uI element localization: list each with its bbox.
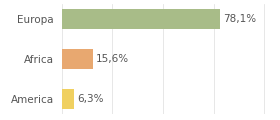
Bar [62, 89, 74, 109]
Text: 6,3%: 6,3% [77, 94, 104, 104]
Bar [62, 9, 220, 29]
Text: 15,6%: 15,6% [96, 54, 129, 64]
Bar [62, 49, 93, 69]
Text: 78,1%: 78,1% [223, 14, 256, 24]
